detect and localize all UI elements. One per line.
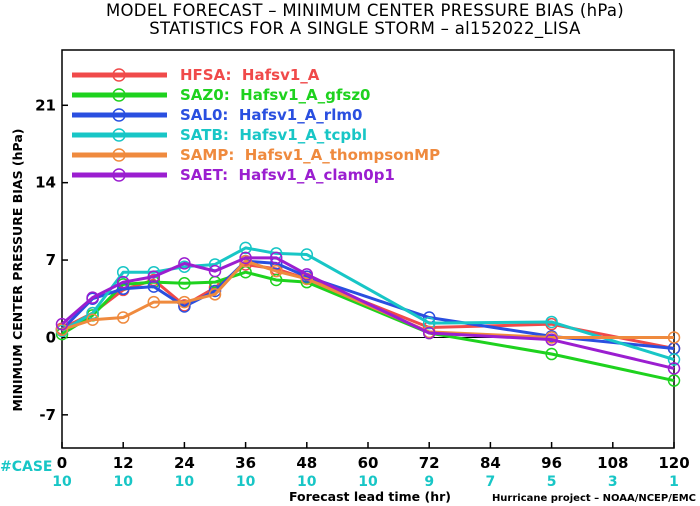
legend-item: SAL0: Hafsv1_A_rlm0	[72, 106, 362, 124]
legend-label: SAZ0: Hafsv1_A_gfsz0	[180, 86, 370, 104]
data-point	[86, 313, 99, 327]
data-point	[116, 265, 130, 279]
case-count: 7	[486, 474, 496, 490]
x-tick-label: 36	[235, 454, 256, 472]
data-point	[269, 264, 283, 278]
data-point	[667, 353, 681, 366]
legend-marker	[112, 68, 126, 82]
chart-subtitle: STATISTICS FOR A SINGLE STORM – al152022…	[149, 19, 581, 39]
data-point	[667, 362, 681, 375]
x-tick-label: 60	[358, 454, 379, 472]
data-point	[178, 277, 191, 290]
legend-marker	[112, 168, 126, 182]
data-point	[300, 248, 314, 261]
legend-item: SAZ0: Hafsv1_A_gfsz0	[72, 86, 370, 104]
case-count: 10	[175, 474, 195, 490]
legend-marker	[112, 128, 126, 142]
x-tick-label: 72	[419, 454, 440, 472]
x-tick-label: 84	[480, 454, 501, 472]
case-count: 10	[236, 474, 256, 490]
legend-item: SAMP: Hafsv1_A_thompsonMP	[72, 146, 440, 164]
legend-marker	[112, 88, 126, 102]
legend: HFSA: Hafsv1_A SAZ0: Hafsv1_A_gfsz0 SAL0: …	[68, 60, 478, 188]
legend-label: SAL0: Hafsv1_A_rlm0	[180, 106, 362, 124]
x-axis: 0 12 24 36 48 60 72 84 96 108 120	[57, 442, 690, 472]
data-point	[178, 295, 191, 309]
case-count: 1	[669, 474, 679, 490]
data-point	[208, 284, 222, 298]
y-tick-label: 0	[46, 328, 56, 346]
y-axis-title: MINIMUM CENTER PRESSURE BIAS (hPa)	[10, 128, 25, 411]
series-layer	[55, 241, 681, 387]
data-point	[422, 326, 436, 340]
data-point	[208, 264, 222, 278]
legend-background	[68, 60, 478, 188]
y-tick-label: 14	[35, 174, 56, 192]
case-count: 10	[297, 474, 317, 490]
legend-item: SATB: Hafsv1_A_tcpbl	[72, 126, 367, 144]
case-count: 3	[608, 474, 618, 490]
legend-label: SAET: Hafsv1_A_clam0p1	[180, 166, 395, 184]
data-point	[545, 315, 558, 329]
legend-item: HFSA: Hafsv1_A	[72, 66, 320, 84]
data-point	[239, 251, 252, 265]
legend-label: HFSA: Hafsv1_A	[180, 66, 320, 84]
legend-label: SAMP: Hafsv1_A_thompsonMP	[180, 146, 440, 164]
data-point	[269, 273, 283, 287]
data-point	[667, 331, 681, 344]
data-point	[300, 268, 314, 281]
credit-text: Hurricane project – NOAA/NCEP/EMC	[492, 493, 696, 504]
data-point	[147, 270, 161, 283]
data-point	[55, 323, 69, 336]
data-point	[545, 347, 558, 361]
x-tick-label: 12	[113, 454, 134, 472]
x-tick-label: 48	[296, 454, 317, 472]
legend-label: SATB: Hafsv1_A_tcpbl	[180, 126, 367, 144]
x-tick-label: 24	[174, 454, 195, 472]
data-point	[147, 295, 161, 309]
data-point	[269, 251, 283, 265]
series-5	[55, 251, 681, 375]
data-point	[86, 291, 99, 304]
data-point	[55, 317, 69, 331]
data-point	[667, 374, 681, 387]
data-point	[239, 241, 252, 255]
x-tick-label: 120	[658, 454, 689, 472]
case-header: #CASE	[0, 459, 53, 475]
data-point	[422, 316, 436, 330]
case-count: 5	[547, 474, 557, 490]
data-point	[116, 275, 130, 289]
legend-item: SAET: Hafsv1_A_clam0p1	[72, 166, 395, 184]
y-tick-label: -7	[39, 406, 56, 424]
data-point	[147, 280, 161, 293]
y-axis: -7 0 7 14 21	[35, 96, 68, 424]
x-axis-title: Forecast lead time (hr)	[289, 489, 451, 504]
y-tick-label: 7	[46, 251, 56, 269]
x-tick-label: 0	[57, 454, 67, 472]
chart-title: MODEL FORECAST – MINIMUM CENTER PRESSURE…	[106, 1, 624, 20]
case-count: 10	[52, 474, 72, 490]
data-point	[116, 311, 130, 324]
case-count: 10	[113, 474, 133, 490]
y-tick-label: 21	[35, 96, 56, 114]
data-point	[178, 257, 191, 270]
x-tick-label: 96	[541, 454, 562, 472]
legend-marker	[112, 108, 126, 122]
legend-marker	[112, 148, 126, 162]
case-count: 9	[424, 474, 434, 490]
x-tick-label: 108	[597, 454, 628, 472]
data-point	[208, 288, 222, 301]
data-point	[545, 333, 558, 346]
case-count: 10	[358, 474, 378, 490]
